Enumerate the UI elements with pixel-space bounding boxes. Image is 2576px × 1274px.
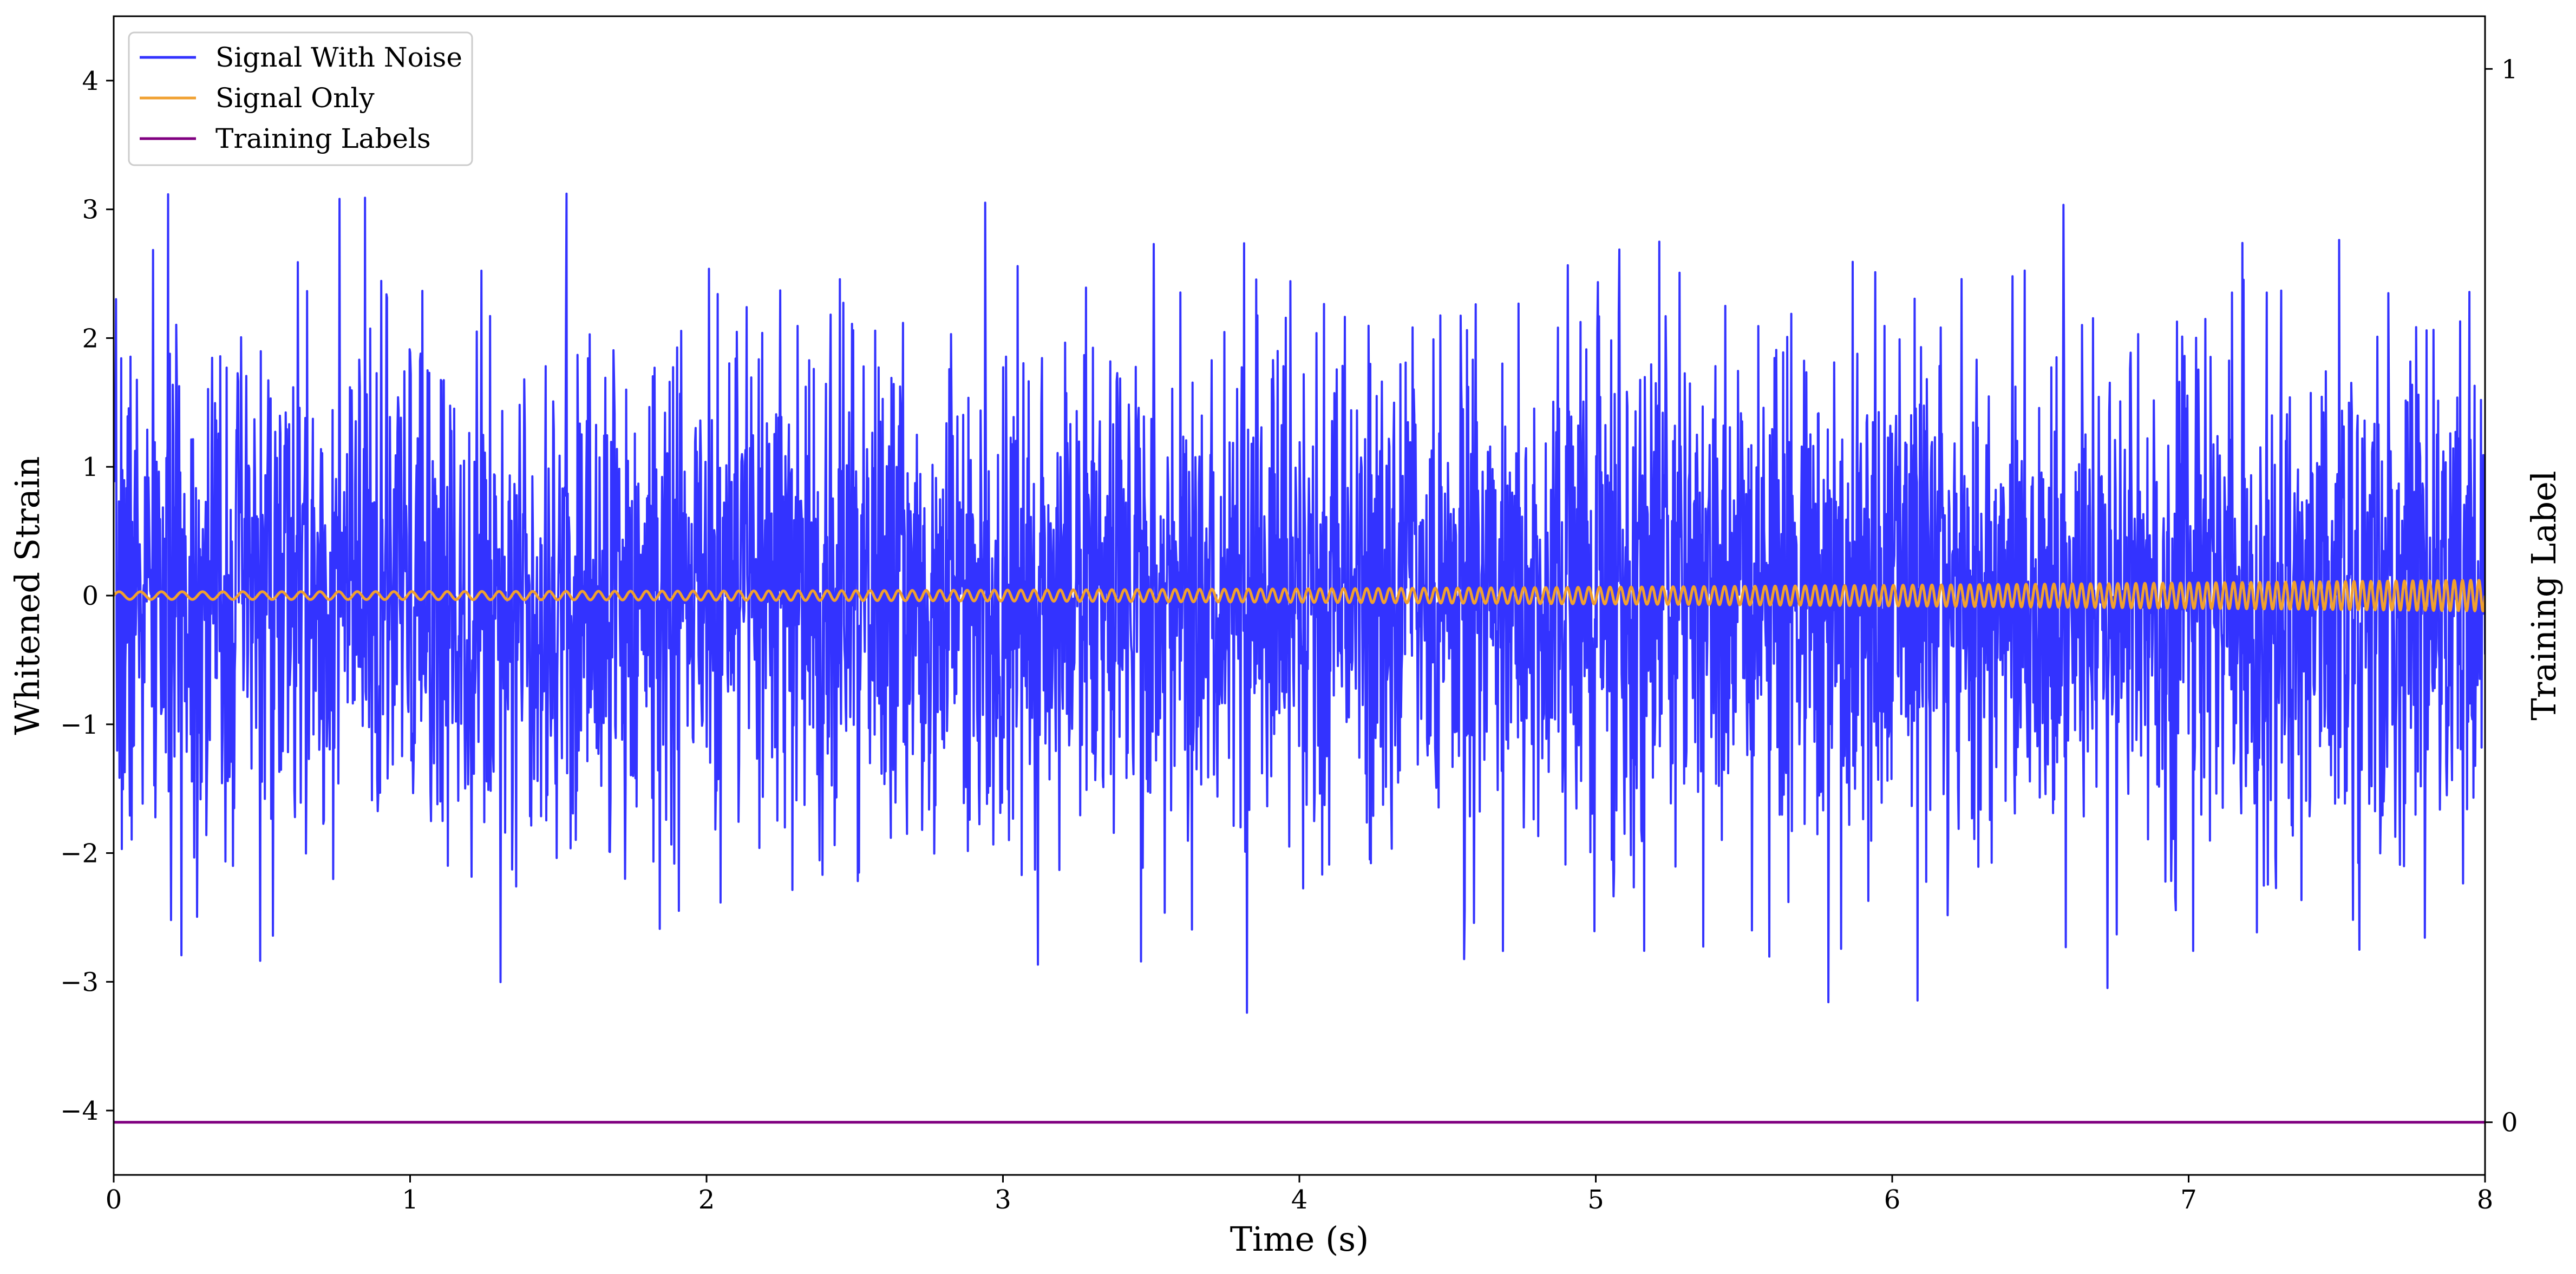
legend-box — [128, 31, 473, 166]
series-layer — [114, 192, 2485, 1124]
y-axis-ticks: −4 −3 −2 −1 0 1 2 3 4 — [60, 66, 114, 1126]
y-tick-label: −2 — [60, 839, 99, 869]
x-tick-label: 5 — [1587, 1185, 1604, 1215]
x-axis-ticks: 0 1 2 3 4 5 6 7 8 — [106, 1175, 2494, 1215]
plot-area — [114, 192, 2485, 1124]
y-tick-label: −4 — [60, 1096, 99, 1126]
y-tick-label: 0 — [82, 581, 99, 611]
x-axis-title: Time (s) — [1230, 1219, 1369, 1259]
legend-label-signal-with-noise: Signal With Noise — [215, 42, 462, 73]
x-tick-label: 6 — [1884, 1185, 1901, 1215]
y2-axis-ticks: 01 — [2485, 54, 2518, 1138]
legend-label-training-labels: Training Labels — [215, 123, 431, 154]
y-axis-title: Whitened Strain — [8, 456, 47, 735]
y-tick-label: −1 — [60, 710, 99, 740]
y-tick-label: 3 — [82, 195, 99, 225]
series-line-signal-only — [114, 579, 2485, 612]
y2-axis-title: Training Label — [2524, 471, 2564, 720]
y-tick-label: −3 — [60, 967, 99, 997]
x-tick-label: 4 — [1291, 1185, 1308, 1215]
legend-label-signal-only: Signal Only — [215, 82, 375, 114]
x-tick-label: 7 — [2180, 1185, 2197, 1215]
legend: Signal With Noise Signal Only Training L… — [128, 31, 473, 166]
y-tick-label: 4 — [82, 66, 99, 96]
x-tick-label: 2 — [698, 1185, 715, 1215]
x-tick-label: 1 — [402, 1185, 419, 1215]
x-tick-label: 8 — [2477, 1185, 2494, 1215]
y2-tick-label: 1 — [2501, 54, 2518, 84]
y-tick-label: 1 — [82, 452, 99, 482]
y2-tick-label: 0 — [2501, 1108, 2518, 1138]
x-tick-label: 3 — [995, 1185, 1011, 1215]
y-tick-label: 2 — [82, 323, 99, 354]
x-tick-label: 0 — [106, 1185, 122, 1215]
